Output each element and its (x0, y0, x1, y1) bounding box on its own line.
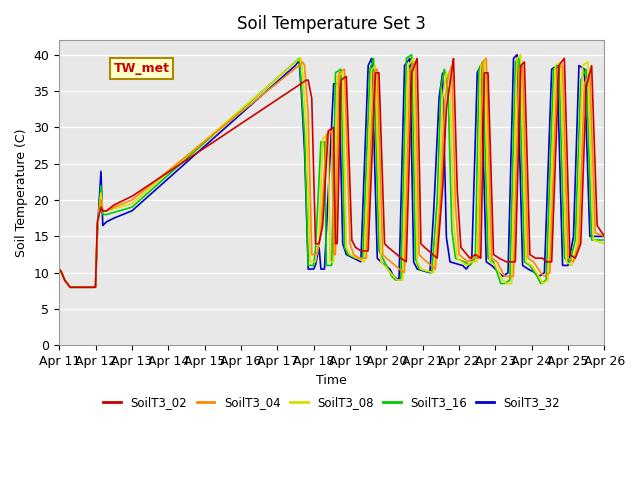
Line: SoilT3_32: SoilT3_32 (59, 55, 604, 287)
SoilT3_32 (66, 284, 74, 290)
SoilT3_32 (172, 168, 180, 174)
SoilT3_08 (395, 277, 403, 283)
SoilT3_32 (600, 233, 608, 239)
SoilT3_04 (208, 133, 216, 139)
SoilT3_08 (55, 266, 63, 272)
SoilT3_16 (600, 237, 608, 243)
SoilT3_02 (561, 55, 568, 61)
SoilT3_32 (395, 277, 403, 283)
SoilT3_32 (549, 65, 557, 71)
SoilT3_02 (66, 284, 74, 290)
SoilT3_16 (172, 165, 180, 171)
SoilT3_32 (513, 52, 521, 58)
SoilT3_08 (549, 134, 557, 140)
SoilT3_16 (55, 266, 63, 272)
SoilT3_16 (208, 133, 216, 139)
SoilT3_16 (408, 52, 415, 58)
SoilT3_04 (55, 266, 63, 272)
SoilT3_04 (385, 257, 393, 263)
Text: TW_met: TW_met (114, 62, 170, 75)
SoilT3_32 (55, 266, 63, 272)
SoilT3_08 (208, 132, 216, 138)
SoilT3_16 (395, 277, 403, 283)
SoilT3_08 (385, 268, 393, 274)
SoilT3_08 (172, 162, 180, 168)
Line: SoilT3_08: SoilT3_08 (59, 55, 604, 287)
SoilT3_02 (600, 233, 608, 239)
SoilT3_16 (549, 84, 557, 90)
Line: SoilT3_02: SoilT3_02 (59, 58, 604, 287)
SoilT3_04 (395, 266, 403, 272)
SoilT3_02 (600, 233, 608, 239)
SoilT3_16 (385, 268, 393, 274)
SoilT3_08 (517, 52, 525, 58)
Y-axis label: Soil Temperature (C): Soil Temperature (C) (15, 129, 28, 257)
SoilT3_32 (600, 233, 608, 239)
Line: SoilT3_04: SoilT3_04 (59, 58, 604, 287)
Legend: SoilT3_02, SoilT3_04, SoilT3_08, SoilT3_16, SoilT3_32: SoilT3_02, SoilT3_04, SoilT3_08, SoilT3_… (99, 391, 565, 413)
Line: SoilT3_16: SoilT3_16 (59, 55, 604, 287)
SoilT3_32 (208, 137, 216, 143)
SoilT3_04 (600, 233, 608, 239)
SoilT3_08 (600, 241, 608, 247)
SoilT3_02 (385, 245, 393, 251)
SoilT3_16 (600, 237, 608, 243)
SoilT3_04 (483, 55, 490, 61)
SoilT3_02 (549, 231, 557, 237)
Title: Soil Temperature Set 3: Soil Temperature Set 3 (237, 15, 426, 33)
X-axis label: Time: Time (316, 374, 347, 387)
SoilT3_04 (66, 284, 74, 290)
SoilT3_08 (600, 240, 608, 246)
SoilT3_08 (66, 284, 74, 290)
SoilT3_02 (208, 140, 216, 146)
SoilT3_32 (385, 265, 393, 271)
SoilT3_04 (549, 185, 557, 191)
SoilT3_04 (600, 233, 608, 239)
SoilT3_02 (395, 253, 403, 259)
SoilT3_02 (172, 164, 180, 170)
SoilT3_02 (55, 266, 63, 272)
SoilT3_16 (66, 284, 74, 290)
SoilT3_04 (172, 162, 180, 168)
